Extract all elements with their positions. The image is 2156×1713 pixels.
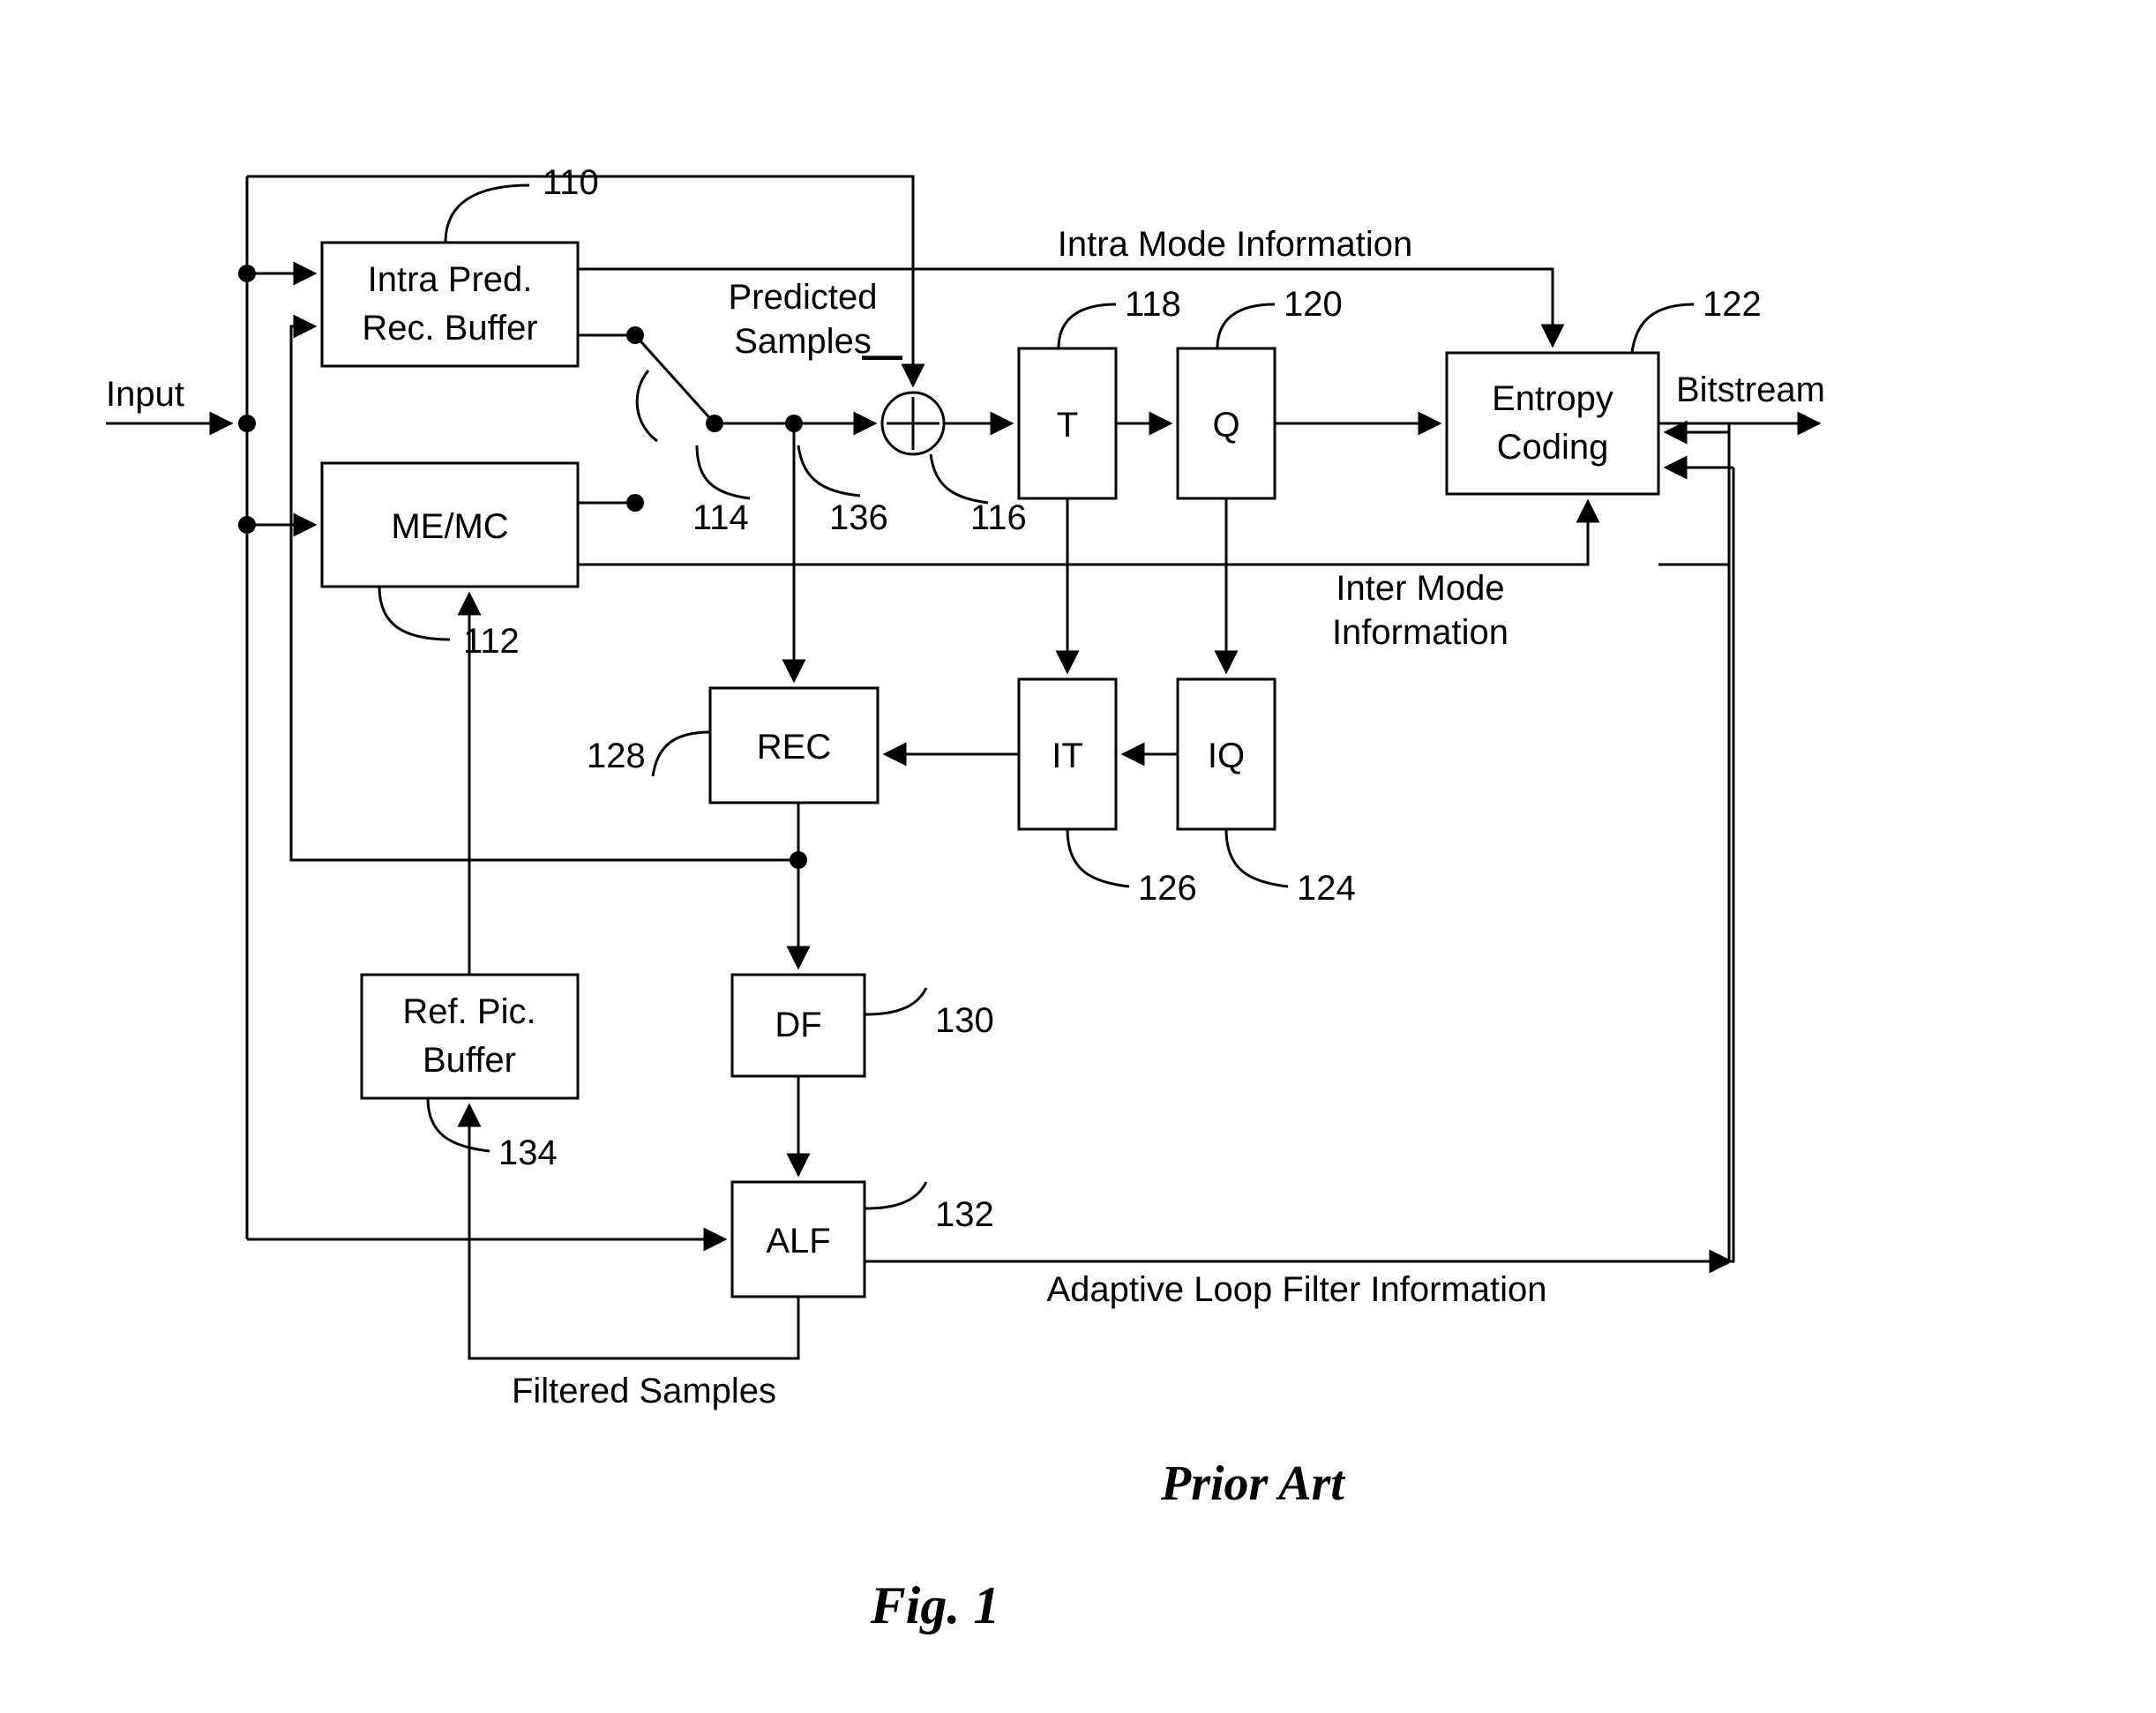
prior-art-label: Prior Art <box>1160 1456 1345 1511</box>
refpic-label2: Buffer <box>423 1041 516 1080</box>
alf-info-label: Adaptive Loop Filter Information <box>1047 1270 1547 1309</box>
pred-label2: Samples <box>734 322 872 361</box>
entropy-box <box>1447 353 1658 494</box>
ref-110: 110 <box>543 163 599 202</box>
intra-pred-label1: Intra Pred. <box>368 260 533 299</box>
bitstream-label: Bitstream <box>1676 370 1825 409</box>
entropy-label2: Coding <box>1497 428 1609 467</box>
diagram-canvas: Intra Pred. Rec. Buffer ME/MC Ref. Pic. … <box>0 0 2156 1713</box>
ref-118: 118 <box>1125 285 1181 324</box>
ref-132: 132 <box>935 1195 994 1234</box>
ref-116: 116 <box>970 498 1027 537</box>
it-label: IT <box>1052 737 1083 775</box>
iq-label: IQ <box>1208 737 1245 775</box>
inter-mode-label1: Inter Mode <box>1336 569 1504 608</box>
ref-122: 122 <box>1703 285 1762 324</box>
alf-label: ALF <box>766 1222 830 1260</box>
intra-mode-label: Intra Mode Information <box>1058 225 1412 264</box>
ref-134: 134 <box>498 1133 558 1172</box>
switch-lower-term <box>626 494 644 512</box>
ref-130: 130 <box>935 1001 994 1040</box>
memc-label: ME/MC <box>391 507 508 546</box>
input-label: Input <box>106 375 184 414</box>
t-label: T <box>1057 406 1078 445</box>
ref-128: 128 <box>587 737 646 775</box>
q-label: Q <box>1212 406 1239 445</box>
ref-112: 112 <box>463 622 520 661</box>
ref-126: 126 <box>1138 869 1197 908</box>
pred-label1: Predicted <box>729 278 878 317</box>
rec-label: REC <box>757 728 831 767</box>
ref-114: 114 <box>692 498 749 537</box>
inter-mode-label2: Information <box>1332 613 1508 652</box>
ref-124: 124 <box>1297 869 1356 908</box>
filtered-label: Filtered Samples <box>512 1372 776 1410</box>
intra-pred-label2: Rec. Buffer <box>362 309 537 348</box>
refpic-label1: Ref. Pic. <box>402 992 535 1031</box>
fig-label: Fig. 1 <box>870 1576 1000 1634</box>
ref-136: 136 <box>829 498 888 537</box>
entropy-label1: Entropy <box>1492 379 1613 418</box>
df-label: DF <box>775 1006 821 1044</box>
ref-120: 120 <box>1284 285 1343 324</box>
